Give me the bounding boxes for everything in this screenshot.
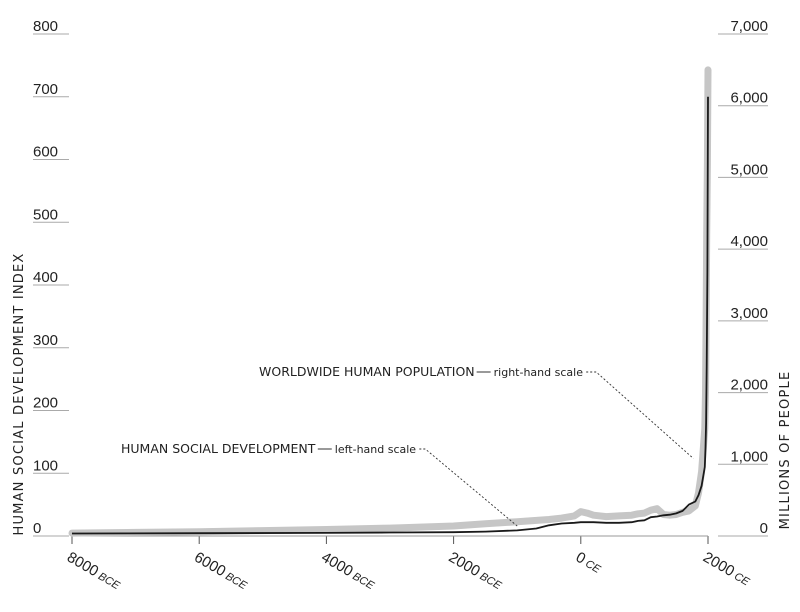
x-tick-label: 4000BCE	[318, 549, 378, 594]
x-tick-year: 8000	[64, 549, 101, 580]
annotation-social-development-scale-note: left-hand scale	[335, 443, 417, 456]
right-tick-label: 3,000	[730, 305, 768, 322]
series-population-line	[68, 66, 712, 537]
right-tick-label: 5,000	[730, 161, 768, 178]
annotation-social-development-label: HUMAN SOCIAL DEVELOPMENT	[121, 441, 316, 456]
x-tick-era: CE	[732, 570, 752, 588]
annotation-social-development-leader	[419, 448, 518, 527]
left-tick-label: 300	[33, 332, 58, 349]
right-tick-label: 2,000	[730, 377, 768, 394]
x-tick-label: 0CE	[573, 549, 605, 577]
left-tick-label: 700	[33, 81, 58, 98]
x-tick-year: 2000	[446, 549, 483, 580]
left-tick-label: 400	[33, 269, 58, 286]
left-tick-label: 500	[33, 206, 58, 223]
right-tick-label: 4,000	[730, 233, 768, 250]
x-tick-era: BCE	[96, 570, 122, 592]
x-tick-year: 6000	[191, 549, 228, 580]
x-tick-label: 6000BCE	[191, 549, 251, 594]
annotation-population-label: WORLDWIDE HUMAN POPULATION	[259, 364, 475, 379]
left-tick-label: 200	[33, 395, 58, 412]
x-tick-era: BCE	[223, 570, 249, 592]
left-tick-label: 0	[33, 520, 41, 537]
left-tick-label: 800	[33, 18, 58, 35]
left-axis-title: HUMAN SOCIAL DEVELOPMENT INDEX	[12, 252, 27, 535]
x-tick-year: 2000	[700, 549, 737, 580]
x-tick-label: 2000BCE	[446, 549, 506, 594]
right-tick-label: 7,000	[730, 18, 768, 35]
x-tick-year: 4000	[318, 549, 355, 580]
x-tick-label: 2000CE	[700, 549, 754, 590]
annotation-population-scale-note: right-hand scale	[494, 366, 584, 379]
right-tick-label: 0	[760, 520, 768, 537]
right-tick-label: 6,000	[730, 90, 768, 107]
x-tick-label: 8000BCE	[64, 549, 124, 594]
annotation-population-leader	[586, 371, 694, 459]
x-tick-era: BCE	[478, 570, 504, 592]
right-tick-label: 1,000	[730, 448, 768, 465]
annotation-social-development: HUMAN SOCIAL DEVELOPMENT left-hand scale	[121, 441, 518, 527]
left-tick-label: 100	[33, 457, 58, 474]
left-axis-ticks: 0 100 200 300 400 500 600 700 800	[33, 18, 69, 537]
x-tick-era: BCE	[350, 570, 376, 592]
left-tick-label: 600	[33, 144, 58, 161]
right-axis-title: MILLIONS OF PEOPLE	[778, 371, 793, 530]
right-axis-ticks: 0 1,000 2,000 3,000 4,000 5,000 6,000 7,000	[718, 18, 768, 537]
annotation-population: WORLDWIDE HUMAN POPULATION right-hand sc…	[259, 364, 694, 459]
x-tick-era: CE	[583, 558, 603, 576]
series-social-development-line	[71, 96, 709, 535]
